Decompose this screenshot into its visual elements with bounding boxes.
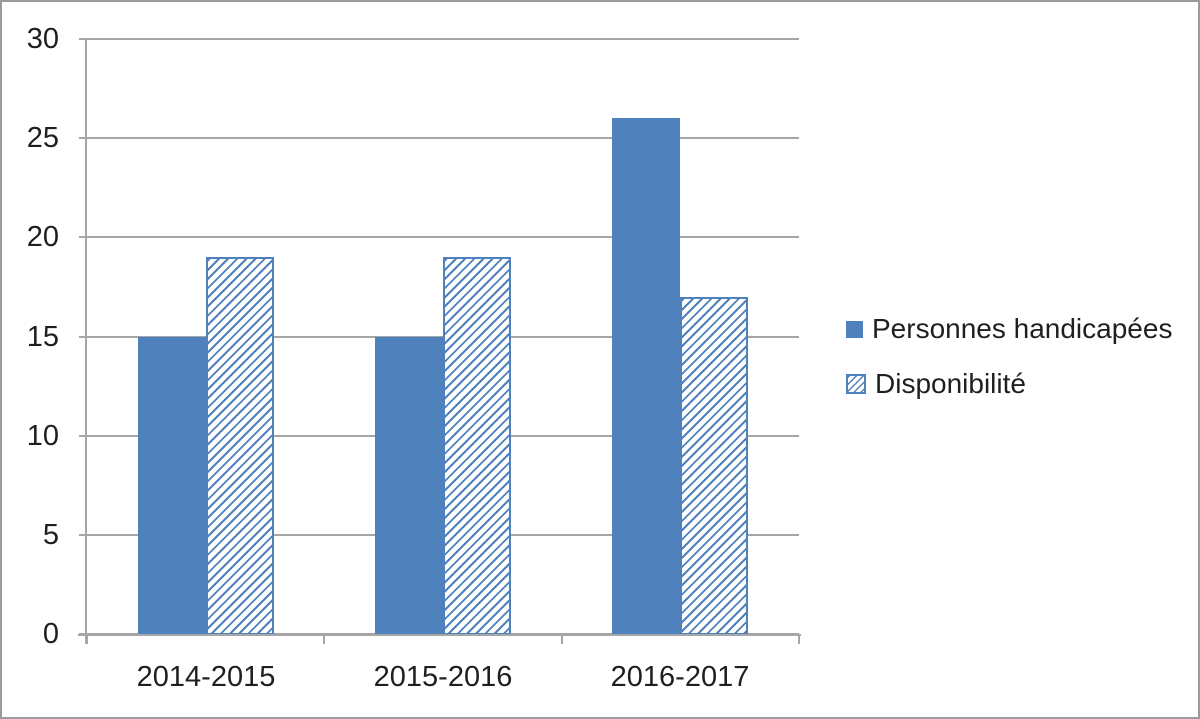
x-axis-tick-mark — [323, 634, 325, 644]
legend-solid-square-icon — [846, 320, 863, 338]
bar-series2-cat2 — [443, 257, 511, 635]
bar-series2-cat1 — [206, 257, 274, 635]
legend-item: Disponibilité — [846, 368, 1026, 399]
y-axis-tick-label: 30 — [26, 23, 59, 55]
y-axis-tick-label: 25 — [26, 122, 59, 155]
x-axis-category-label: 2014-2015 — [136, 661, 276, 693]
legend-label: Disponibilité — [875, 368, 1026, 399]
y-axis-tick-label: 0 — [42, 618, 59, 650]
gridline — [87, 38, 799, 40]
x-axis-tick-mark — [798, 634, 800, 644]
bar-series1-cat3 — [612, 118, 680, 635]
legend-hatched-square-icon — [846, 374, 866, 394]
x-axis-tick-mark — [561, 634, 563, 644]
gridline — [87, 236, 799, 239]
y-axis-tick-mark — [79, 137, 87, 140]
x-axis-category-label: 2016-2017 — [610, 661, 750, 693]
bar-series1-cat2 — [375, 337, 443, 636]
y-axis-tick-mark — [79, 38, 87, 40]
y-axis-tick-mark — [79, 236, 87, 239]
y-axis-tick-mark — [79, 434, 87, 437]
x-axis-tick-mark — [86, 634, 88, 644]
y-axis-tick-label: 5 — [42, 518, 59, 551]
gridline — [87, 137, 799, 140]
y-axis-tick-label: 15 — [26, 320, 59, 353]
legend-label: Personnes handicapées — [872, 313, 1173, 344]
bar-series1-cat1 — [138, 337, 206, 636]
legend-item: Personnes handicapées — [846, 313, 1173, 344]
y-axis-tick-label: 10 — [26, 419, 59, 452]
x-axis-line — [78, 634, 801, 636]
y-axis-line — [85, 38, 87, 644]
y-axis-tick-mark — [79, 533, 87, 536]
bar-series2-cat3 — [680, 297, 748, 635]
x-axis-category-label: 2015-2016 — [373, 661, 513, 693]
y-axis-tick-label: 20 — [26, 221, 59, 254]
y-axis-tick-mark — [79, 335, 87, 338]
